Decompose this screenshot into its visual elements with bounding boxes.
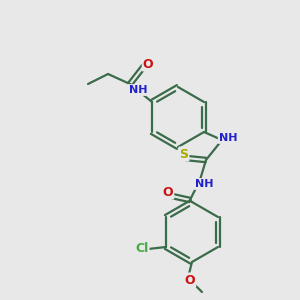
Text: O: O — [163, 185, 173, 199]
Text: NH: NH — [195, 179, 213, 189]
Text: NH: NH — [219, 133, 237, 143]
Text: S: S — [179, 148, 188, 160]
Text: NH: NH — [129, 85, 147, 95]
Text: Cl: Cl — [135, 242, 148, 256]
Text: O: O — [185, 274, 195, 286]
Text: O: O — [143, 58, 153, 70]
